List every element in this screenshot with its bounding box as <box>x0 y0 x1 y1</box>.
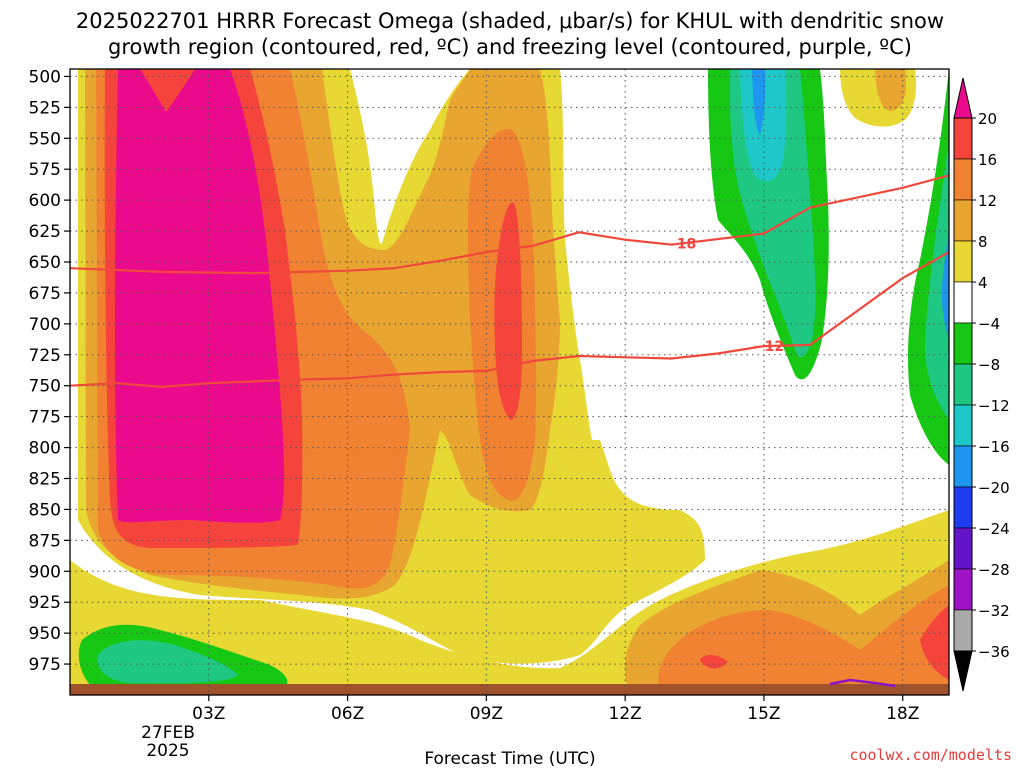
omega-band-20-core <box>115 69 285 523</box>
colorbar-box <box>953 527 973 570</box>
omega-band-neg20-upper-right <box>752 69 766 135</box>
omega-band-neg12-lowleft <box>97 640 238 684</box>
contour-line <box>70 174 949 275</box>
plot-frame <box>69 68 950 696</box>
omega-band-neg16-right-edge <box>941 230 949 340</box>
contour-line <box>70 251 949 389</box>
omega-band-16-lower-right-b <box>920 605 949 680</box>
colorbar-label: 8 <box>978 233 988 251</box>
temperature-contours <box>70 174 949 389</box>
y-tick-label: 625 <box>29 222 61 242</box>
y-tick-label: 675 <box>29 284 61 304</box>
omega-band-12-lower-right <box>658 585 949 695</box>
y-tick-label: 725 <box>29 346 61 366</box>
y-tick-label: 800 <box>29 439 61 459</box>
colorbar-label: −32 <box>978 602 1010 620</box>
chart-title-line2: growth region (contoured, red, ºC) and f… <box>108 35 912 59</box>
x-axis-title: Forecast Time (UTC) <box>424 749 595 768</box>
chart-title-line1: 2025022701 HRRR Forecast Omega (shaded, … <box>76 9 944 33</box>
x-tick-label: 03Z <box>192 704 225 724</box>
x-axis: 03Z 06Z 09Z 12Z 15Z 18Z <box>192 695 919 724</box>
colorbar-box <box>953 158 973 201</box>
omega-band-neg16-upper-right <box>740 69 787 182</box>
contour-label: −12 <box>753 339 784 355</box>
y-tick-label: 750 <box>29 377 61 397</box>
colorbar-frame <box>953 117 973 652</box>
grid-lines <box>70 69 949 695</box>
contour-labels: −18 −12 <box>665 237 784 355</box>
y-tick-label: 700 <box>29 315 61 335</box>
omega-band-16-lower-right-a <box>700 654 728 669</box>
y-tick-label: 775 <box>29 408 61 428</box>
colorbar-box <box>953 199 973 242</box>
y-axis: 500 525 550 575 600 625 650 675 700 725 750 775 800 8… <box>29 67 70 675</box>
colorbar-label: −28 <box>978 561 1010 579</box>
colorbar-box <box>953 404 973 447</box>
colorbar-bottom-triangle <box>953 650 973 692</box>
colorbar-label: 12 <box>978 192 997 210</box>
contour-label: −18 <box>665 237 696 253</box>
y-tick-label: 550 <box>29 129 61 149</box>
omega-shaded-field <box>70 69 949 695</box>
y-tick-label: 525 <box>29 98 61 118</box>
y-tick-label: 900 <box>29 562 61 582</box>
colorbar-label: 4 <box>978 274 988 292</box>
omega-band-16-notch <box>140 69 195 112</box>
colorbar-box <box>953 240 973 283</box>
colorbar-box <box>953 568 973 611</box>
freezing-level-contour <box>829 678 896 688</box>
y-tick-label: 925 <box>29 593 61 613</box>
credit-text: coolwx.com/modelts <box>849 746 1012 764</box>
terrain-band <box>70 684 949 695</box>
x-tick-label: 12Z <box>609 704 642 724</box>
y-tick-label: 875 <box>29 531 61 551</box>
colorbar-box <box>953 281 973 324</box>
colorbar-box <box>953 363 973 406</box>
y-tick-label: 575 <box>29 160 61 180</box>
colorbar: 20 16 12 8 4 −4 −8 −12 −16 −20 −24 −28 −32 −36 <box>953 77 1010 692</box>
y-tick-label: 825 <box>29 469 61 489</box>
y-tick-label: 650 <box>29 253 61 273</box>
x-date-label-line2: 2025 <box>146 741 189 761</box>
y-tick-label: 850 <box>29 500 61 520</box>
omega-band-8-upper-right <box>875 69 907 111</box>
y-tick-label: 975 <box>29 655 61 675</box>
x-tick-label: 06Z <box>331 704 364 724</box>
colorbar-box <box>953 445 973 488</box>
y-tick-label: 500 <box>29 67 61 87</box>
colorbar-label: 20 <box>978 110 997 128</box>
omega-band-neg12-right-edge <box>925 140 949 420</box>
y-tick-label: 600 <box>29 191 61 211</box>
colorbar-box <box>953 486 973 529</box>
colorbar-label: 16 <box>978 151 997 169</box>
x-tick-label: 15Z <box>747 704 780 724</box>
colorbar-label: −36 <box>978 643 1010 661</box>
colorbar-label: −20 <box>978 479 1010 497</box>
colorbar-box <box>953 609 973 652</box>
colorbar-label: −16 <box>978 438 1010 456</box>
colorbar-box <box>953 322 973 365</box>
colorbar-label: −4 <box>978 315 1000 333</box>
colorbar-label: −12 <box>978 397 1010 415</box>
colorbar-top-triangle <box>953 77 973 119</box>
colorbar-label: −24 <box>978 520 1010 538</box>
x-tick-label: 09Z <box>470 704 503 724</box>
colorbar-label: −8 <box>978 356 1000 374</box>
colorbar-box <box>953 117 973 160</box>
x-tick-label: 18Z <box>886 704 919 724</box>
x-date-label-line1: 27FEB <box>141 723 195 743</box>
y-tick-label: 950 <box>29 624 61 644</box>
